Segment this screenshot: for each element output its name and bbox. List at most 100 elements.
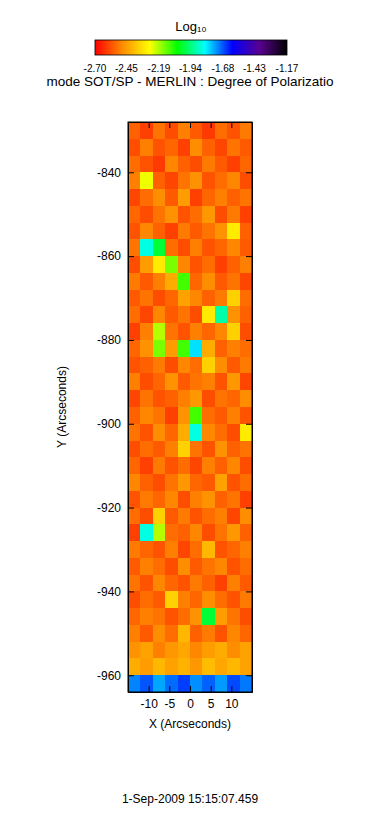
heatmap-cell: [178, 474, 191, 491]
heatmap-cell: [140, 189, 153, 206]
heatmap-cell: [215, 206, 228, 223]
heatmap-cell: [227, 424, 240, 441]
tick-mark: [211, 122, 212, 128]
heatmap-cell: [227, 206, 240, 223]
heatmap-cell: [227, 373, 240, 390]
heatmap-cell: [215, 591, 228, 608]
tick-label: -960: [97, 669, 121, 683]
heatmap-cell: [153, 189, 166, 206]
heatmap-cell: [140, 273, 153, 290]
heatmap-cell: [240, 658, 252, 675]
heatmap-cell: [190, 390, 203, 407]
heatmap-cell: [202, 424, 215, 441]
heatmap-cell: [153, 357, 166, 374]
heatmap-cell: [128, 139, 141, 156]
heatmap-cell: [190, 172, 203, 189]
heatmap-cell: [153, 558, 166, 575]
heatmap-cell: [227, 239, 240, 256]
heatmap-cell: [240, 373, 252, 390]
heatmap-cell: [128, 424, 141, 441]
heatmap-cell: [165, 625, 178, 642]
tick: 10: [225, 686, 239, 711]
heatmap-cell: [227, 541, 240, 558]
colorbar-tick-label: -2.45: [115, 63, 138, 74]
tick-mark: [246, 508, 252, 509]
tick-mark: [169, 686, 170, 692]
heatmap-cell: [178, 558, 191, 575]
heatmap-cell: [190, 122, 203, 139]
heatmap-cell: [215, 357, 228, 374]
heatmap-cell: [240, 642, 252, 659]
tick-label: 5: [208, 697, 215, 711]
heatmap-cell: [190, 558, 203, 575]
heatmap-cell: [165, 474, 178, 491]
heatmap-cell: [202, 608, 215, 625]
heatmap-cell: [153, 457, 166, 474]
heatmap-cell: [128, 457, 141, 474]
heatmap-cell: [227, 256, 240, 273]
heatmap-cell: [202, 373, 215, 390]
tick-mark: [128, 424, 134, 425]
heatmap-cell: [227, 625, 240, 642]
heatmap-cell: [165, 491, 178, 508]
colorbar-label: Log₁₀: [175, 19, 206, 34]
heatmap-cell: [215, 323, 228, 340]
heatmap-cell: [178, 424, 191, 441]
tick: [246, 675, 252, 676]
heatmap-cell: [140, 575, 153, 592]
heatmap-cell: [190, 189, 203, 206]
heatmap-cell: [128, 390, 141, 407]
heatmap-cell: [178, 306, 191, 323]
heatmap-cell: [215, 172, 228, 189]
heatmap-cell: [240, 675, 252, 692]
heatmap-cell: [240, 524, 252, 541]
heatmap-cell: [178, 508, 191, 525]
heatmap-cell: [178, 139, 191, 156]
heatmap-cell: [215, 256, 228, 273]
heatmap-cell: [140, 625, 153, 642]
heatmap-cell: [202, 642, 215, 659]
heatmap-cell: [240, 156, 252, 173]
heatmap: [128, 122, 252, 692]
heatmap-cell: [215, 441, 228, 458]
heatmap-cell: [140, 541, 153, 558]
x-axis: [129, 122, 253, 128]
heatmap-cell: [178, 189, 191, 206]
heatmap-cell: [240, 273, 252, 290]
heatmap-cell: [165, 558, 178, 575]
heatmap-cell: [240, 172, 252, 189]
heatmap-cell: [140, 457, 153, 474]
heatmap-cell: [190, 541, 203, 558]
heatmap-cell: [227, 357, 240, 374]
heatmap-cell: [165, 575, 178, 592]
heatmap-cell: [165, 306, 178, 323]
heatmap-cell: [227, 390, 240, 407]
heatmap-cell: [140, 206, 153, 223]
colorbar-tick-label: -1.43: [243, 63, 266, 74]
heatmap-cell: [140, 675, 153, 692]
heatmap-cell: [140, 524, 153, 541]
heatmap-cell: [165, 407, 178, 424]
heatmap-cell: [140, 340, 153, 357]
heatmap-cell: [202, 390, 215, 407]
tick-label: -940: [97, 585, 121, 599]
heatmap-cell: [240, 340, 252, 357]
heatmap-cell: [128, 575, 141, 592]
heatmap-cell: [215, 239, 228, 256]
tick: [246, 256, 252, 257]
heatmap-cell: [165, 390, 178, 407]
heatmap-cell: [215, 189, 228, 206]
colorbar-tick-label: -1.68: [212, 63, 235, 74]
heatmap-cell: [178, 373, 191, 390]
heatmap-cell: [178, 256, 191, 273]
heatmap-cell: [140, 122, 153, 139]
tick-label: -840: [97, 166, 121, 180]
heatmap-cell: [215, 608, 228, 625]
heatmap-cell: [178, 357, 191, 374]
tick-label: -880: [97, 333, 121, 347]
tick-mark: [149, 122, 150, 128]
heatmap-cell: [202, 474, 215, 491]
heatmap-cell: [153, 206, 166, 223]
heatmap-cell: [128, 608, 141, 625]
heatmap-cell: [202, 239, 215, 256]
